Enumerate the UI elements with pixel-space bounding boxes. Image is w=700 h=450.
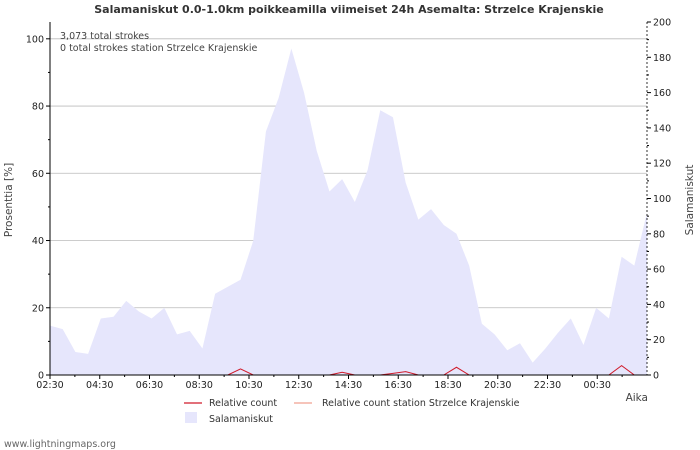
right-tick-label: 160 [653, 88, 671, 99]
x-tick-label: 18:30 [434, 380, 461, 391]
x-tick-label: 20:30 [484, 380, 511, 391]
x-tick-label: 22:30 [534, 380, 561, 391]
right-tick-label: 120 [653, 159, 671, 170]
x-axis-label: Aika [626, 392, 648, 404]
right-tick-label: 80 [653, 229, 665, 240]
right-tick-label: 140 [653, 123, 671, 134]
legend-relative-station-label: Relative count station Strzelce Krajensk… [322, 398, 520, 409]
axes: 0 20 40 60 80 100 0 20 40 60 80 100 120 140 160 180 200 0… [26, 18, 671, 392]
x-tick-label: 02:30 [36, 380, 63, 391]
x-tick-label: 16:30 [385, 380, 412, 391]
x-tick-label: 00:30 [584, 380, 611, 391]
x-tick-label: 12:30 [285, 380, 312, 391]
right-tick-label: 180 [653, 53, 671, 64]
left-tick-label: 20 [32, 303, 44, 314]
x-tick-label: 10:30 [235, 380, 262, 391]
right-tick-label: 200 [653, 18, 671, 29]
left-tick-label: 40 [32, 236, 44, 247]
right-tick-label: 100 [653, 194, 671, 205]
station-strokes-note: 0 total strokes station Strzelce Krajens… [60, 43, 257, 54]
right-axis-label: Salamaniskut [684, 165, 696, 236]
salamaniskut-area [50, 48, 647, 375]
legend-area-label: Salamaniskut [209, 414, 273, 425]
right-tick-label: 20 [653, 335, 665, 346]
credit-text: www.lightningmaps.org [4, 439, 116, 450]
left-tick-label: 60 [32, 169, 44, 180]
x-tick-label: 08:30 [186, 380, 213, 391]
grid [50, 38, 647, 309]
left-tick-label: 80 [32, 102, 44, 113]
chart-title: Salamaniskut 0.0-1.0km poikkeamilla viim… [94, 3, 604, 16]
right-tick-label: 60 [653, 265, 665, 276]
legend-area-swatch [185, 412, 197, 423]
right-tick-label: 0 [653, 371, 659, 382]
left-axis-label: Prosenttia [%] [3, 163, 15, 237]
left-tick-label: 0 [38, 371, 44, 382]
right-tick-label: 40 [653, 300, 665, 311]
legend: Relative count Relative count station St… [184, 398, 520, 425]
x-tick-label: 06:30 [136, 380, 163, 391]
plot-area [50, 48, 647, 376]
x-tick-label: 14:30 [335, 380, 362, 391]
left-tick-label: 100 [26, 34, 44, 45]
x-tick-label: 04:30 [86, 380, 113, 391]
total-strokes-note: 3,073 total strokes [60, 31, 149, 42]
legend-relative-label: Relative count [209, 398, 277, 409]
